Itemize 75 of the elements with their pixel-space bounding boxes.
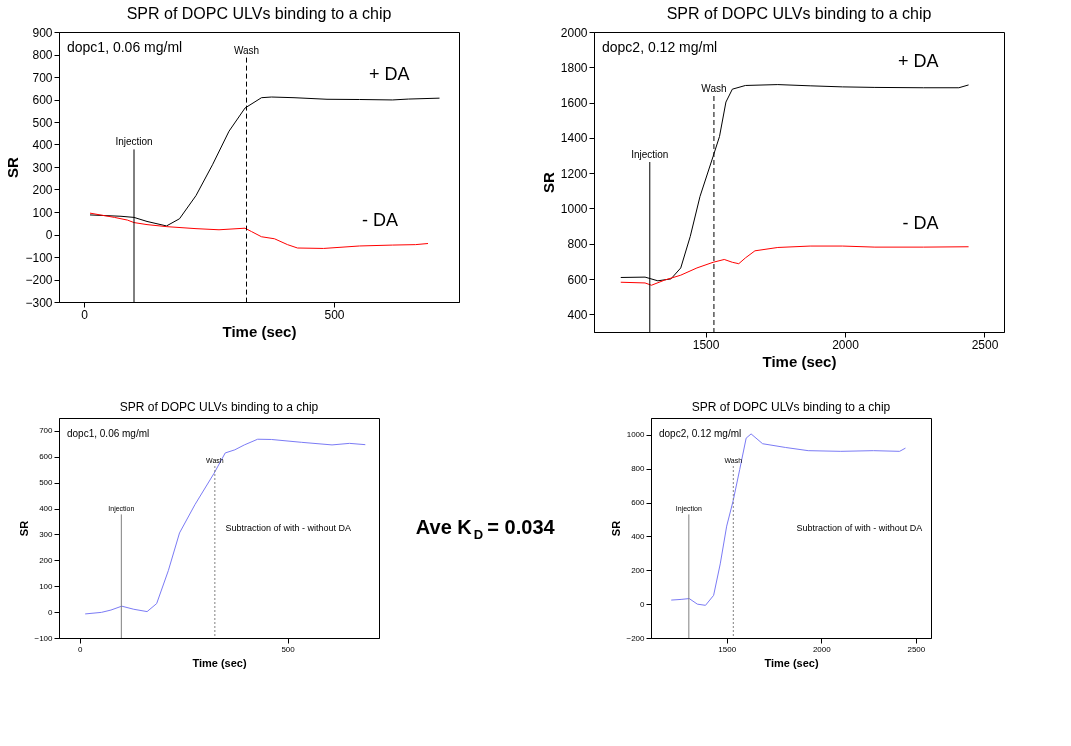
ref-line-label: Injection: [631, 149, 669, 160]
y-tick-label: 1400: [560, 131, 588, 146]
line-series: [89, 212, 429, 249]
ref-line-label: Wash: [701, 83, 727, 94]
y-tick-label: 1800: [560, 60, 588, 75]
y-tick-label: 400: [32, 138, 53, 152]
y-axis-title: SR: [18, 520, 31, 537]
y-tick-label: −300: [25, 295, 53, 310]
x-tick-label: 2000: [832, 337, 860, 352]
y-tick-label: 600: [631, 498, 646, 508]
y-tick-label: 600: [567, 272, 588, 287]
annotation: Subtraction of with - without DA: [225, 523, 351, 533]
line-series: [620, 245, 970, 286]
y-tick-label: −100: [34, 633, 54, 643]
x-tick-label: 2000: [812, 644, 832, 654]
y-tick-label: 200: [39, 555, 54, 565]
y-tick-label: −200: [626, 633, 646, 643]
y-tick-label: 800: [32, 48, 53, 62]
chart-title: SPR of DOPC ULVs binding to a chip: [666, 5, 932, 22]
y-tick-label: 800: [567, 237, 588, 252]
y-tick-label: 100: [39, 581, 54, 591]
y-tick-label: 200: [631, 565, 646, 575]
series-label: - DA: [362, 209, 398, 230]
x-axis-title: Time (sec): [222, 322, 297, 340]
x-axis-title: Time (sec): [192, 656, 247, 669]
y-tick-label: 200: [32, 183, 53, 197]
x-tick-label: 500: [281, 644, 296, 654]
series-label: + DA: [368, 64, 410, 85]
y-tick-label: 1600: [560, 96, 588, 111]
x-tick-label: 2500: [971, 337, 999, 352]
annotation: dopc1, 0.06 mg/ml: [67, 428, 150, 439]
y-tick-label: 900: [32, 25, 53, 40]
y-tick-label: 700: [32, 70, 53, 85]
y-tick-label: 400: [39, 504, 54, 514]
y-tick-label: 400: [567, 307, 588, 322]
series-label: - DA: [902, 212, 939, 233]
x-axis-title: Time (sec): [762, 352, 837, 370]
y-tick-label: −200: [25, 273, 53, 287]
y-axis-title: SR: [610, 520, 623, 537]
x-tick-label: 0: [78, 644, 84, 654]
y-tick-label: 800: [631, 464, 646, 474]
ref-line-label: Injection: [115, 136, 153, 148]
y-tick-label: 0: [640, 599, 646, 609]
y-tick-label: 500: [39, 478, 54, 488]
y-tick-label: 500: [32, 115, 53, 130]
series-label: + DA: [898, 50, 939, 71]
y-tick-label: 300: [39, 529, 54, 539]
annotation: Subtraction of with - without DA: [796, 523, 923, 533]
y-tick-label: 2000: [560, 25, 588, 40]
y-tick-label: 400: [631, 531, 646, 541]
y-tick-label: 700: [39, 426, 54, 436]
x-axis-title: Time (sec): [764, 656, 819, 669]
line-series: [84, 438, 366, 615]
y-axis-title: SR: [539, 171, 557, 193]
chart-title: SPR of DOPC ULVs binding to a chip: [119, 400, 319, 414]
y-tick-label: 600: [39, 452, 54, 462]
annotation: dopc2, 0.12 mg/ml: [602, 39, 718, 55]
y-tick-label: −100: [25, 250, 53, 265]
annotation: dopc1, 0.06 mg/ml: [67, 39, 183, 55]
y-tick-label: 600: [32, 93, 53, 107]
y-tick-label: 1000: [560, 201, 588, 216]
x-tick-label: 1500: [692, 337, 720, 352]
chart-title: SPR of DOPC ULVs binding to a chip: [126, 5, 392, 22]
annotation: dopc2, 0.12 mg/ml: [659, 428, 742, 439]
y-tick-label: 100: [32, 205, 53, 220]
y-tick-label: 300: [32, 160, 53, 175]
x-tick-label: 2500: [907, 644, 926, 654]
x-tick-label: 1500: [718, 644, 737, 654]
y-tick-label: 0: [48, 607, 54, 617]
ref-line-label: Wash: [233, 44, 260, 56]
y-axis-title: SR: [4, 156, 22, 178]
chart-title: SPR of DOPC ULVs binding to a chip: [691, 400, 891, 414]
y-tick-label: 1200: [560, 166, 588, 181]
y-tick-label: 1000: [626, 430, 646, 440]
y-tick-label: 0: [45, 228, 53, 242]
